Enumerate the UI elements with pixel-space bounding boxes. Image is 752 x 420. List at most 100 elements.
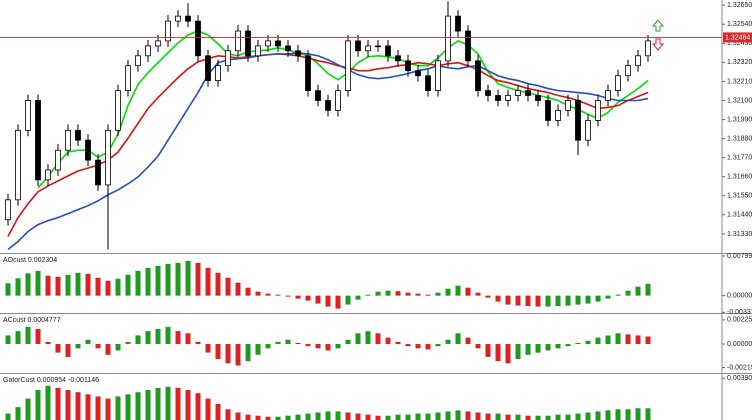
histogram-bar xyxy=(305,295,311,301)
y-tick-label: 1.31330 xyxy=(727,231,752,238)
histogram-bar xyxy=(415,344,421,349)
candle-body xyxy=(25,100,31,131)
current-price-label: 1.32464 xyxy=(725,34,750,41)
histogram-bar xyxy=(555,344,561,349)
histogram-bar xyxy=(115,278,121,296)
histogram-bar xyxy=(105,280,111,296)
histogram-bar xyxy=(375,291,381,296)
histogram-bar xyxy=(285,339,291,345)
candle-body xyxy=(505,95,511,101)
histogram-bar xyxy=(415,413,421,420)
candle-body xyxy=(595,100,601,121)
candle-body xyxy=(515,90,521,96)
y-tick-label: 0.0022509 xyxy=(727,317,752,324)
histogram-bar xyxy=(205,344,211,353)
histogram-bar xyxy=(475,292,481,296)
histogram-bar xyxy=(485,295,491,298)
current-price-box xyxy=(723,32,752,43)
histogram-bar xyxy=(265,416,271,420)
y-tick-label: 1.31990 xyxy=(727,116,752,123)
candle-body xyxy=(35,100,41,181)
histogram-bar xyxy=(635,408,641,420)
histogram-bar xyxy=(25,326,31,345)
histogram-bar xyxy=(435,344,441,347)
y-tick-label: 0.003906 xyxy=(727,375,752,382)
histogram-bar xyxy=(315,295,321,304)
histogram-bar xyxy=(295,295,301,299)
histogram-bar xyxy=(425,413,431,420)
histogram-bar xyxy=(495,295,501,302)
histogram-bar xyxy=(645,408,651,420)
histogram-bar xyxy=(235,344,241,366)
candle-body xyxy=(315,90,321,101)
y-tick-label: 0.0000000 xyxy=(727,341,752,348)
histogram-bar xyxy=(595,411,601,420)
candle-body xyxy=(165,20,171,42)
histogram-bar xyxy=(635,286,641,296)
moving-average xyxy=(37,30,649,189)
candle-body xyxy=(285,45,291,52)
histogram-bar xyxy=(25,398,31,420)
histogram-bar xyxy=(255,415,261,420)
histogram-bar xyxy=(525,344,531,355)
histogram-bar xyxy=(145,267,151,296)
histogram-bar xyxy=(205,267,211,296)
candle-body xyxy=(425,75,431,92)
histogram-bar xyxy=(275,341,281,345)
histogram-bar xyxy=(585,412,591,420)
histogram-bar xyxy=(335,295,341,309)
histogram-bar xyxy=(195,393,201,420)
histogram-bar xyxy=(15,407,21,420)
histogram-bar xyxy=(515,344,521,360)
y-tick-label: 1.31660 xyxy=(727,174,752,181)
y-tick-label: 0.007998 xyxy=(727,253,752,260)
histogram-bar xyxy=(145,390,151,420)
histogram-bar xyxy=(225,344,231,364)
candle-body xyxy=(15,129,21,201)
histogram-bar xyxy=(235,282,241,296)
candle-body xyxy=(115,90,121,131)
histogram-bar xyxy=(405,414,411,420)
histogram-bar xyxy=(495,413,501,420)
histogram-bar xyxy=(75,344,81,349)
histogram-bar xyxy=(245,344,251,362)
candle-body xyxy=(375,45,381,48)
histogram-bar xyxy=(105,344,111,355)
histogram-bar xyxy=(65,274,71,296)
histogram-bar xyxy=(555,414,561,420)
sell-arrow xyxy=(651,38,665,51)
histogram-bar xyxy=(85,273,91,296)
histogram-bar xyxy=(405,292,411,296)
y-tick-label: 0.000000 xyxy=(727,292,752,299)
histogram-bar xyxy=(285,295,291,297)
candle-body xyxy=(615,75,621,92)
histogram-bar xyxy=(305,344,311,347)
histogram-bar xyxy=(25,273,31,296)
histogram-bar xyxy=(615,294,621,296)
histogram-bar xyxy=(265,344,271,349)
histogram-bar xyxy=(605,295,611,299)
y-tick-label: 1.32320 xyxy=(727,59,752,66)
histogram-bar xyxy=(215,272,221,296)
candle-body xyxy=(575,100,581,141)
candle-body xyxy=(625,65,631,77)
histogram-bar xyxy=(475,412,481,420)
candle-body xyxy=(65,129,71,151)
candle-body xyxy=(75,129,81,141)
histogram-bar xyxy=(415,293,421,296)
candle-body xyxy=(635,55,641,67)
candle-body xyxy=(605,90,611,101)
candle-body xyxy=(335,90,341,111)
candle-body xyxy=(495,95,501,101)
candle-body xyxy=(355,40,361,52)
histogram-bar xyxy=(535,344,541,353)
histogram-bar xyxy=(255,344,261,355)
histogram-bar xyxy=(345,295,351,305)
candle-body xyxy=(205,55,211,81)
histogram-bar xyxy=(535,415,541,420)
histogram-bar xyxy=(5,413,11,420)
histogram-bar xyxy=(285,415,291,420)
candle-body xyxy=(365,45,371,52)
histogram-bar xyxy=(385,337,391,345)
